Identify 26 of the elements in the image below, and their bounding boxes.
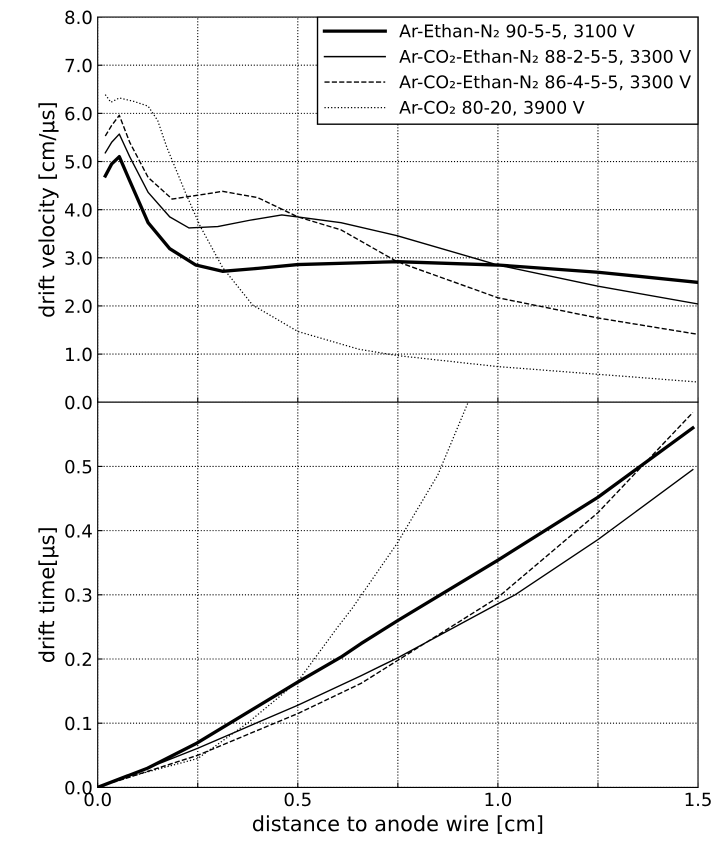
y-tick-label: 1.0 bbox=[66, 348, 92, 362]
x-tick-label: 1.5 bbox=[686, 792, 711, 806]
y-axis-title: drift time[μs] bbox=[38, 528, 59, 662]
y-axis-title: drift velocity [cm/μs] bbox=[38, 103, 59, 317]
y-tick-label: 0.0 bbox=[65, 396, 92, 410]
x-axis-title: distance to anode wire [cm] bbox=[252, 815, 542, 834]
y-tick-label: 0.1 bbox=[65, 716, 92, 730]
legend-label: Ar-CO₂-Ethan-N₂ 86-4-5-5, 3300 V bbox=[399, 74, 691, 90]
y-tick-label: 2.0 bbox=[65, 299, 92, 314]
y-tick-label: 6.0 bbox=[65, 106, 92, 120]
y-tick-label: 0.2 bbox=[65, 652, 92, 666]
y-tick-label: 0.3 bbox=[65, 588, 92, 602]
legend-label: Ar-Ethan-N₂ 90-5-5, 3100 V bbox=[399, 24, 635, 40]
y-tick-label: 0.4 bbox=[65, 524, 92, 538]
x-tick-label: 0.0 bbox=[84, 792, 111, 806]
legend-label: Ar-CO₂ 80-20, 3900 V bbox=[399, 100, 584, 116]
y-tick-label: 0.0 bbox=[65, 780, 92, 795]
y-tick-label: 3.0 bbox=[65, 251, 92, 265]
x-tick-label: 0.5 bbox=[284, 792, 311, 806]
y-tick-label: 7.0 bbox=[66, 58, 92, 72]
y-tick-label: 8.0 bbox=[65, 10, 92, 24]
y-tick-label: 0.5 bbox=[65, 460, 92, 474]
x-tick-label: 1.0 bbox=[486, 792, 512, 806]
y-tick-label: 4.0 bbox=[64, 203, 92, 217]
y-tick-label: 5.0 bbox=[66, 154, 92, 169]
legend-label: Ar-CO₂-Ethan-N₂ 88-2-5-5, 3300 V bbox=[399, 50, 691, 65]
